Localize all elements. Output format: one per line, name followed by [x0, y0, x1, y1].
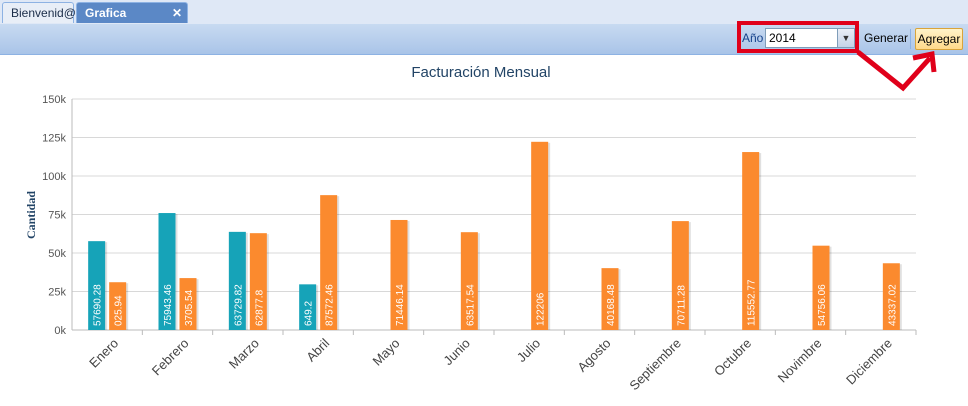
data-label: 70711.28	[676, 285, 687, 326]
bar[interactable]	[531, 141, 549, 330]
data-label: 87572.46	[325, 284, 336, 326]
year-select-value: 2014	[769, 31, 796, 45]
x-tick-label: Febrero	[149, 336, 192, 379]
close-icon[interactable]: ✕	[171, 6, 183, 20]
tab-grafica-ingresos[interactable]: Grafica Ingresos ✕	[76, 2, 188, 41]
bar[interactable]	[109, 282, 127, 330]
x-tick-label: Agosto	[574, 336, 613, 375]
highlight-box	[737, 21, 859, 53]
data-label: 63729.82	[233, 284, 244, 326]
generar-button[interactable]: Generar	[864, 31, 909, 45]
chart-title: Facturación Mensual	[411, 64, 550, 81]
data-label: 115552.77	[747, 279, 758, 326]
bar[interactable]	[601, 268, 619, 330]
bar[interactable]	[228, 231, 246, 330]
y-axis-label: Cantidad	[24, 191, 38, 239]
x-tick-label: Octubre	[711, 336, 754, 379]
data-label: 57690.28	[93, 284, 104, 326]
bar[interactable]	[299, 284, 317, 330]
x-tick-label: Novimbre	[775, 336, 825, 386]
tab-bienvenido[interactable]: Bienvenid@	[2, 2, 76, 23]
data-label: 122206	[536, 292, 547, 326]
y-tick-label: 25k	[48, 287, 66, 299]
x-tick-label: Julio	[514, 336, 544, 366]
y-tick-label: 0k	[54, 325, 66, 337]
bar[interactable]	[882, 263, 900, 330]
bar[interactable]	[460, 232, 478, 330]
x-tick-label: Diciembre	[843, 336, 895, 388]
chevron-down-icon[interactable]: ▼	[837, 29, 854, 47]
bar[interactable]	[320, 195, 338, 330]
data-label: 71446.14	[395, 284, 406, 326]
data-label: 649.2	[304, 301, 315, 326]
bar[interactable]	[742, 152, 760, 330]
toolbar-separator	[910, 29, 911, 49]
data-label: 43337.02	[887, 284, 898, 326]
y-tick-label: 50k	[48, 248, 66, 260]
bar[interactable]	[88, 241, 106, 330]
bar[interactable]	[390, 219, 408, 330]
data-label: 54756.06	[817, 284, 828, 326]
data-label: 63517.54	[465, 284, 476, 326]
bar[interactable]	[179, 278, 197, 330]
year-select[interactable]: 2014 ▼	[765, 28, 855, 48]
bar[interactable]	[249, 233, 267, 330]
bar-chart: Facturación Mensual Cantidad 0k 25k 50k 75k…	[24, 64, 917, 394]
agregar-button[interactable]: Agregar	[915, 28, 963, 50]
x-tick-label: Marzo	[226, 336, 262, 372]
x-tick-label: Junio	[440, 336, 473, 369]
bar[interactable]	[671, 221, 689, 330]
x-tick-label: Enero	[86, 336, 121, 371]
x-tick-label: Abril	[303, 335, 332, 364]
bar[interactable]	[812, 245, 830, 330]
tab-label: Bienvenid@	[11, 6, 76, 20]
bar[interactable]	[158, 213, 176, 330]
y-tick-label: 75k	[48, 210, 66, 222]
data-label: 3705.54	[184, 289, 195, 326]
y-tick-label: 100k	[42, 171, 66, 183]
data-label: 75943.46	[163, 284, 174, 326]
x-tick-label: Mayo	[370, 336, 403, 369]
y-tick-label: 150k	[42, 94, 66, 106]
data-label: 40168.48	[606, 284, 617, 326]
data-label: 025.94	[114, 295, 125, 326]
year-label: Año :	[742, 31, 771, 45]
y-tick-label: 125k	[42, 133, 66, 145]
x-tick-label: Septiembre	[626, 336, 684, 394]
data-label: 62877.8	[254, 289, 265, 326]
